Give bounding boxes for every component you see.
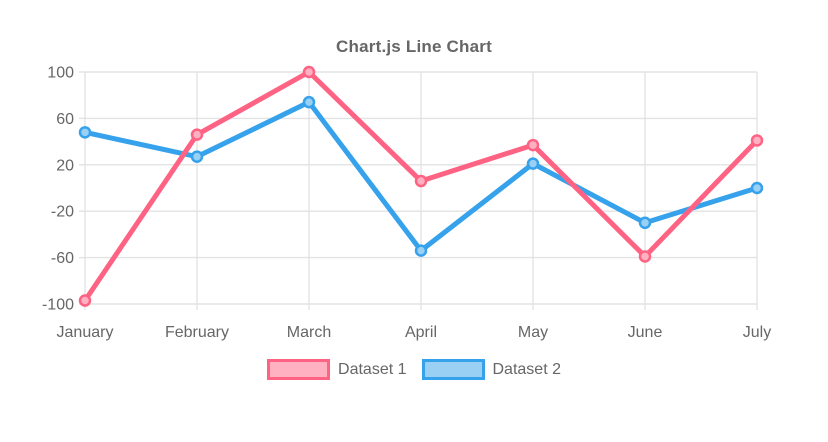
data-point-dataset-1-july[interactable] [750, 134, 764, 147]
y-axis-tick-label: 100 [47, 65, 74, 82]
data-point-dataset-1-april[interactable] [414, 174, 428, 188]
data-point-dataset-2-april[interactable] [414, 244, 428, 257]
chart-legend: Dataset 1 Dataset 2 [0, 359, 828, 380]
data-point-dataset-2-march[interactable] [302, 95, 316, 109]
legend-swatch-dataset-2 [421, 359, 485, 380]
x-axis-tick-label: January [57, 324, 114, 341]
data-point-dataset-1-january[interactable] [78, 294, 92, 307]
x-axis-tick-label: June [628, 324, 663, 341]
chart-title: Chart.js Line Chart [336, 37, 492, 56]
y-axis-tick-label: -60 [51, 250, 74, 267]
data-point-dataset-2-june[interactable] [638, 216, 652, 230]
plot-area: 100 60 20 -20 -60 -100 January February March Apr… [42, 65, 771, 342]
data-point-dataset-1-february[interactable] [190, 128, 204, 141]
legend-item-dataset-1[interactable]: Dataset 1 [267, 359, 407, 380]
y-axis-tick-label: -100 [42, 297, 74, 314]
legend-swatch-dataset-1 [267, 359, 331, 380]
data-point-dataset-1-june[interactable] [638, 250, 652, 263]
x-axis-tick-label: May [518, 324, 548, 341]
x-axis-tick-label: March [287, 324, 331, 341]
legend-item-dataset-2[interactable]: Dataset 2 [421, 359, 561, 380]
x-axis-tick-label: July [743, 324, 771, 341]
x-axis-tick-label: February [165, 324, 229, 341]
data-point-dataset-1-may[interactable] [526, 138, 540, 152]
y-axis-tick-label: 20 [56, 157, 74, 174]
y-axis-tick-label: -20 [51, 204, 74, 221]
y-axis-tick-label: 60 [56, 111, 74, 128]
data-point-dataset-2-february[interactable] [190, 150, 204, 163]
data-point-dataset-2-january[interactable] [78, 126, 92, 139]
data-point-dataset-1-march[interactable] [302, 65, 316, 79]
legend-label: Dataset 1 [338, 360, 407, 378]
legend-label: Dataset 2 [492, 360, 561, 378]
data-point-dataset-2-may[interactable] [526, 157, 540, 170]
data-point-dataset-2-july[interactable] [750, 181, 764, 195]
x-axis-tick-label: April [405, 324, 437, 341]
